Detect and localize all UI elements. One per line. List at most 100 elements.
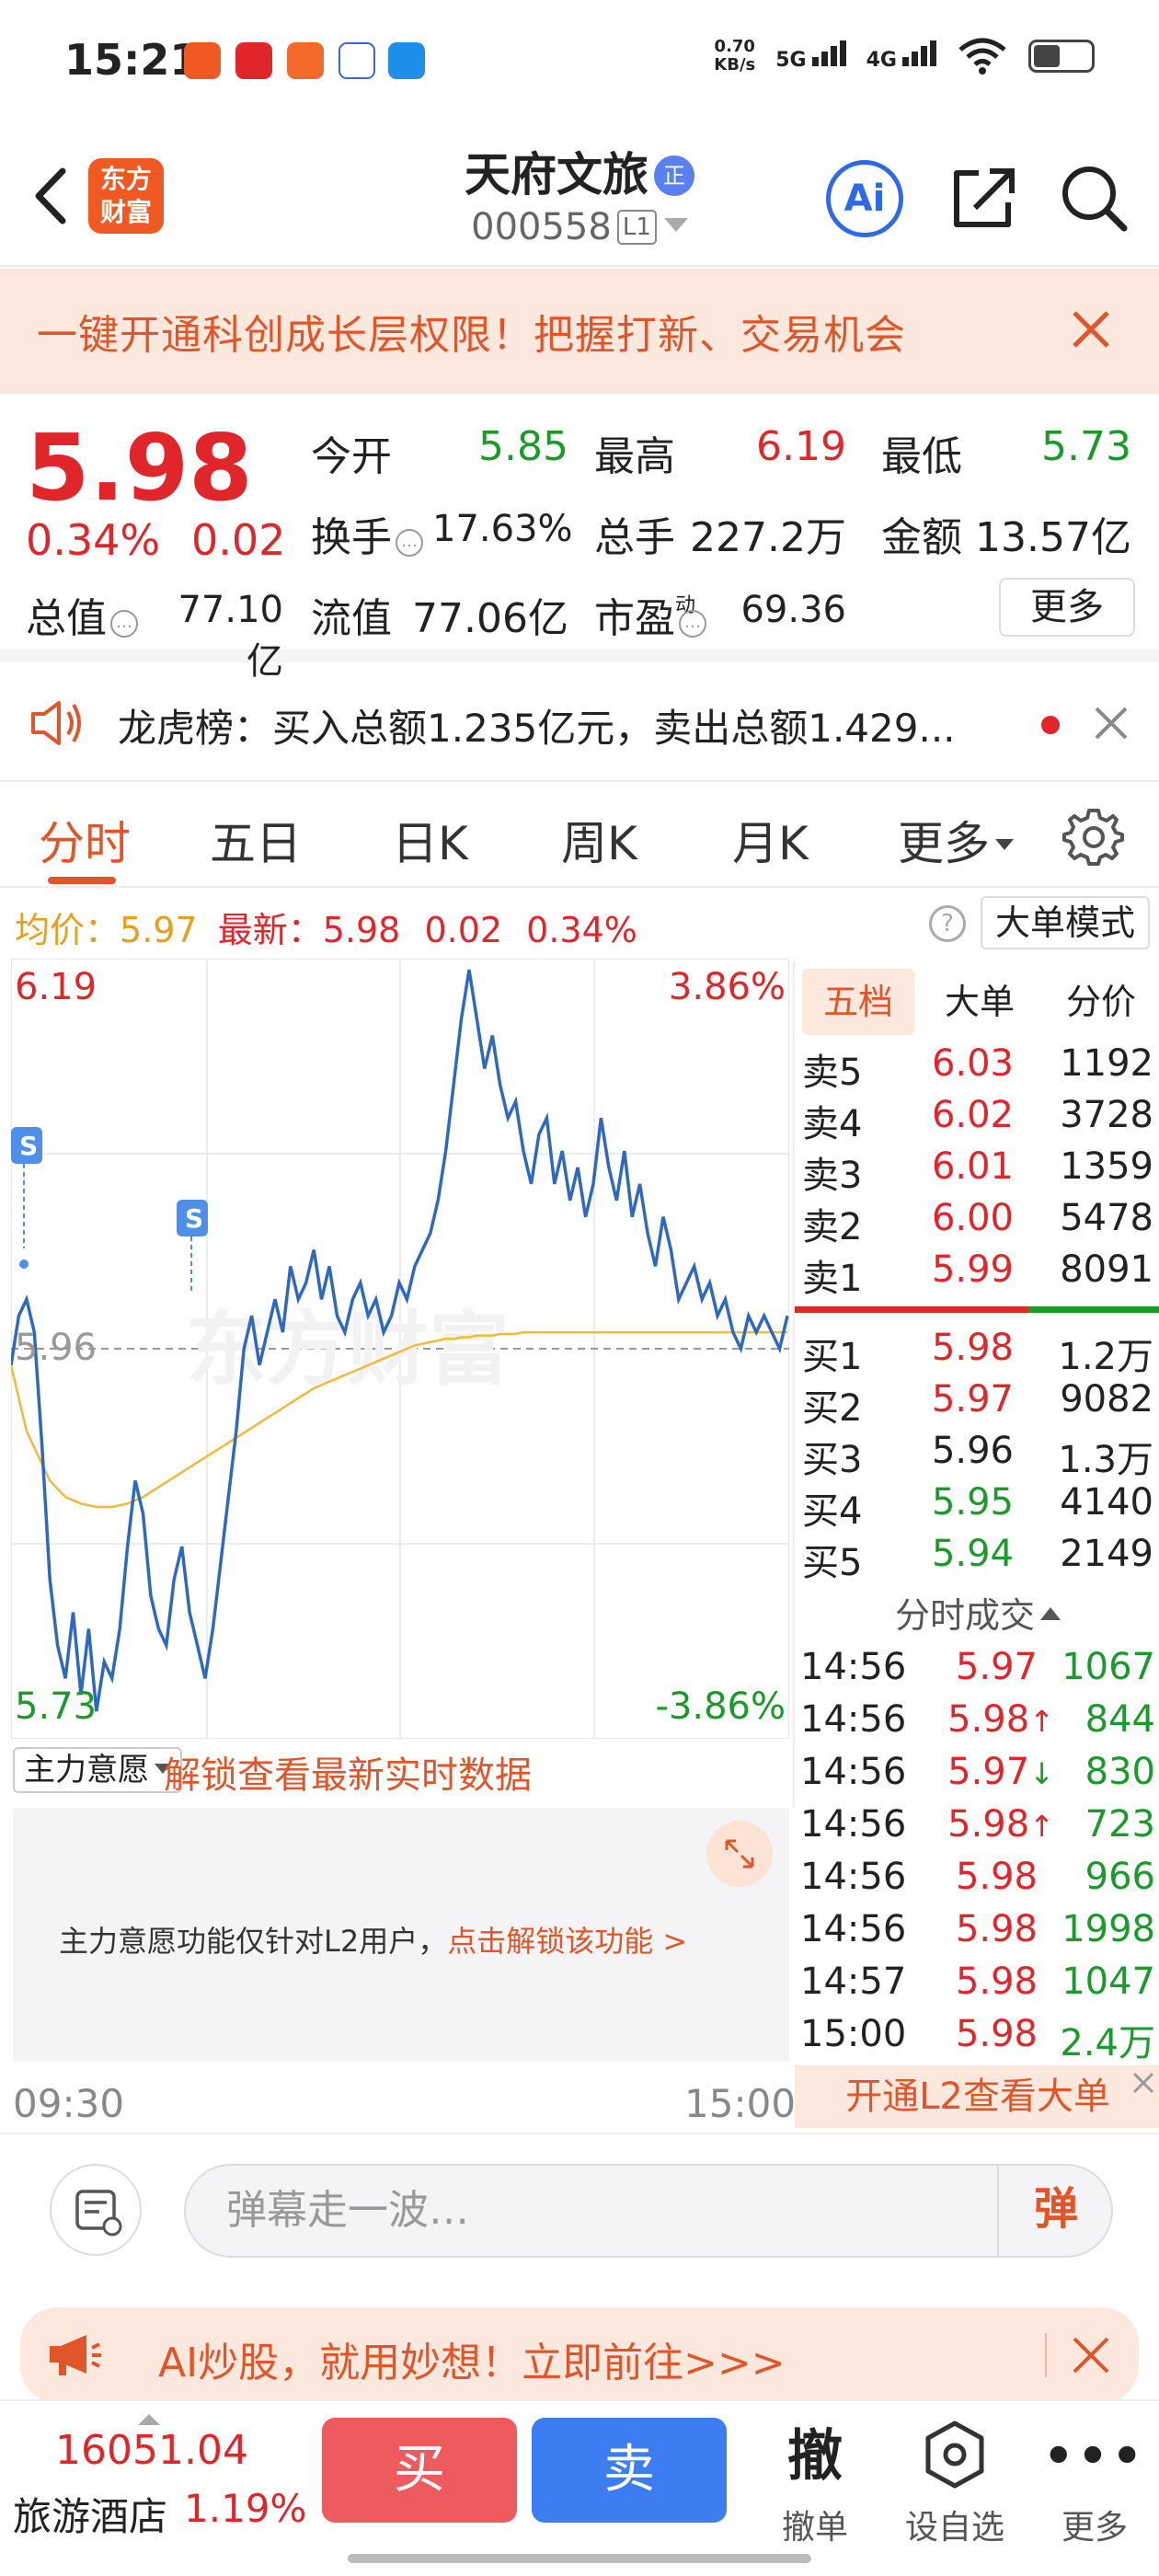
share-icon[interactable] <box>947 160 1021 234</box>
unlock-link[interactable]: 解锁查看最新实时数据 <box>164 1754 532 1797</box>
more-quote-button[interactable]: 更多 <box>999 578 1135 637</box>
ask-row[interactable]: 卖5 6.03 1192 <box>798 1042 1157 1094</box>
bid-row[interactable]: 买1 5.98 1.2万 <box>798 1327 1157 1378</box>
bid-level: 买2 <box>802 1387 863 1430</box>
ask-row[interactable]: 卖3 6.01 1359 <box>798 1145 1157 1197</box>
ask-volume: 8091 <box>1060 1248 1153 1291</box>
title-block[interactable]: 天府文旅正 000558 L1 <box>396 138 763 248</box>
danmaku-input[interactable]: 弹幕走一波… <box>184 2164 1113 2258</box>
add-watchlist-button[interactable]: 设自选 <box>900 2420 1010 2548</box>
ai-promo-banner[interactable]: AI炒股，就用妙想！立即前往>>> <box>20 2307 1139 2403</box>
danmaku-settings-icon[interactable] <box>50 2164 142 2256</box>
gear-icon[interactable] <box>1061 805 1124 868</box>
close-icon[interactable] <box>1130 2069 1157 2097</box>
open-label: 今开 <box>311 433 392 480</box>
tick-volume: 2.4万 <box>1060 2022 1155 2064</box>
close-icon[interactable] <box>1065 2329 1117 2381</box>
help-icon[interactable]: ? <box>929 905 966 942</box>
tab-big-orders[interactable]: 大单 <box>944 982 1015 1022</box>
close-icon[interactable] <box>1063 302 1119 357</box>
ask-price: 6.03 <box>931 1042 1014 1085</box>
quote-panel: 5.98 0.34% 0.02 今开 5.85 最高 6.19 最低 5.73 … <box>0 396 1159 683</box>
ask-level: 卖1 <box>802 1258 863 1300</box>
ask-volume: 3728 <box>1060 1094 1153 1136</box>
index-name[interactable]: 旅游酒店 <box>13 2494 168 2539</box>
home-indicator[interactable] <box>348 2554 811 2563</box>
eastmoney-logo[interactable]: 东方 财富 <box>88 158 164 234</box>
promo-banner[interactable]: 一键开通科创成长层权限！把握打新、交易机会 <box>0 269 1159 394</box>
pe-label: 市盈动… <box>594 585 707 644</box>
tab-five-levels[interactable]: 五档 <box>802 969 914 1035</box>
tick-time: 15:00 <box>800 2013 907 2055</box>
index-pct[interactable]: 1.19% <box>184 2486 307 2531</box>
tab-price-dist[interactable]: 分价 <box>1065 982 1136 1022</box>
s-marker-2-label: S <box>185 1203 203 1234</box>
intraday-chart-svg[interactable]: 东方财富 S S <box>9 958 790 1740</box>
battery-icon <box>1028 40 1095 73</box>
y-mid-label: 5.96 <box>15 1327 98 1369</box>
cancel-order-button[interactable]: 撤 撤单 <box>760 2420 870 2548</box>
s-marker-1[interactable]: S <box>11 1127 42 1269</box>
bid-row[interactable]: 买4 5.95 4140 <box>798 1481 1157 1533</box>
close-icon[interactable] <box>1091 703 1131 743</box>
bid-volume: 2149 <box>1060 1533 1153 1575</box>
tab-weekly-k[interactable]: 周K <box>561 817 637 870</box>
s-marker-2[interactable]: S <box>177 1200 208 1292</box>
tab-monthly-k[interactable]: 月K <box>732 807 809 873</box>
ask-volume: 5478 <box>1060 1197 1153 1239</box>
open-l2-bar[interactable]: 开通L2查看大单 <box>795 2065 1159 2128</box>
watchlist-icon <box>900 2420 1010 2493</box>
ask-row[interactable]: 卖1 5.99 8091 <box>798 1248 1157 1300</box>
volume-value: 227.2万 <box>690 514 846 561</box>
more-button[interactable]: ••• 更多 <box>1039 2420 1150 2548</box>
latest-pct: 0.34% <box>526 910 637 950</box>
promo-banner-text[interactable]: 一键开通科创成长层权限！把握打新、交易机会 <box>37 312 906 359</box>
bid-row[interactable]: 买2 5.97 9082 <box>798 1378 1157 1430</box>
search-icon[interactable] <box>1056 160 1130 234</box>
sell-button[interactable]: 卖 <box>532 2418 727 2523</box>
big-order-mode-button[interactable]: 大单模式 <box>981 896 1150 949</box>
tick-volume: 1067 <box>1061 1646 1155 1688</box>
buy-button[interactable]: 买 <box>322 2418 517 2523</box>
ask-row[interactable]: 卖4 6.02 3728 <box>798 1094 1157 1145</box>
info-icon[interactable]: … <box>396 529 423 557</box>
ticks-title[interactable]: 分时成交 <box>795 1587 1159 1638</box>
indicator-select[interactable]: 主力意愿 <box>13 1747 182 1793</box>
speaker-icon <box>31 701 81 745</box>
more-dots-icon: ••• <box>1043 2429 1146 2484</box>
cancel-order-icon: 撤 <box>787 2424 843 2489</box>
ai-button[interactable]: Ai <box>826 160 903 237</box>
tab-more[interactable]: 更多 <box>898 807 1014 873</box>
locked-message: 主力意愿功能仅针对L2用户，点击解锁该功能 > <box>59 1918 687 1961</box>
tab-five-day[interactable]: 五日 <box>210 817 302 870</box>
tick-volume: 723 <box>1084 1803 1155 1846</box>
tab-daily-k[interactable]: 日K <box>392 817 468 870</box>
intraday-chart[interactable]: 东方财富 S S 6.19 3.86% 5.96 5.73 -3.86% <box>9 958 790 1740</box>
ai-promo-text[interactable]: AI炒股，就用妙想！立即前往>>> <box>158 2340 786 2386</box>
bid-row[interactable]: 买3 5.96 1.3万 <box>798 1430 1157 1481</box>
unlock-feature-link[interactable]: 点击解锁该功能 > <box>447 1924 688 1959</box>
tick-price-value: 5.97 <box>947 1751 1030 1793</box>
info-icon[interactable]: … <box>679 610 707 638</box>
change-pct: 0.34% <box>26 515 161 565</box>
tick-price: 5.98↑ <box>947 1803 1054 1846</box>
tick-volume: 844 <box>1084 1698 1155 1741</box>
index-value[interactable]: 16051.04 <box>55 2427 248 2474</box>
info-icon[interactable]: … <box>110 610 138 638</box>
ask-row[interactable]: 卖2 6.00 5478 <box>798 1197 1157 1248</box>
bid-row[interactable]: 买5 5.94 2149 <box>798 1533 1157 1584</box>
dragon-tiger-notice[interactable]: 龙虎榜：买入总额1.235亿元，卖出总额1.429... <box>0 662 1159 782</box>
chevron-down-icon[interactable] <box>663 218 688 232</box>
tab-intraday[interactable]: 分时 <box>39 817 131 870</box>
float-value: 77.06亿 <box>412 595 568 642</box>
locked-indicator-box: 主力意愿功能仅针对L2用户，点击解锁该功能 > <box>13 1808 789 2062</box>
danmaku-send-button[interactable]: 弹 <box>997 2164 1113 2258</box>
back-arrow-icon[interactable] <box>26 164 81 228</box>
active-tab-indicator <box>48 877 116 884</box>
expand-icon[interactable] <box>706 1821 773 1887</box>
cancel-order-label: 撤单 <box>781 2509 848 2547</box>
dragon-tiger-text[interactable]: 龙虎榜：买入总额1.235亿元，卖出总额1.429... <box>118 706 956 751</box>
tick-row: 14:56 5.98↑ 844 <box>798 1698 1157 1750</box>
high-label: 最高 <box>594 433 675 480</box>
main-force-panel: 主力意愿 解锁查看最新实时数据 主力意愿功能仅针对L2用户，点击解锁该功能 > <box>11 1743 789 2065</box>
